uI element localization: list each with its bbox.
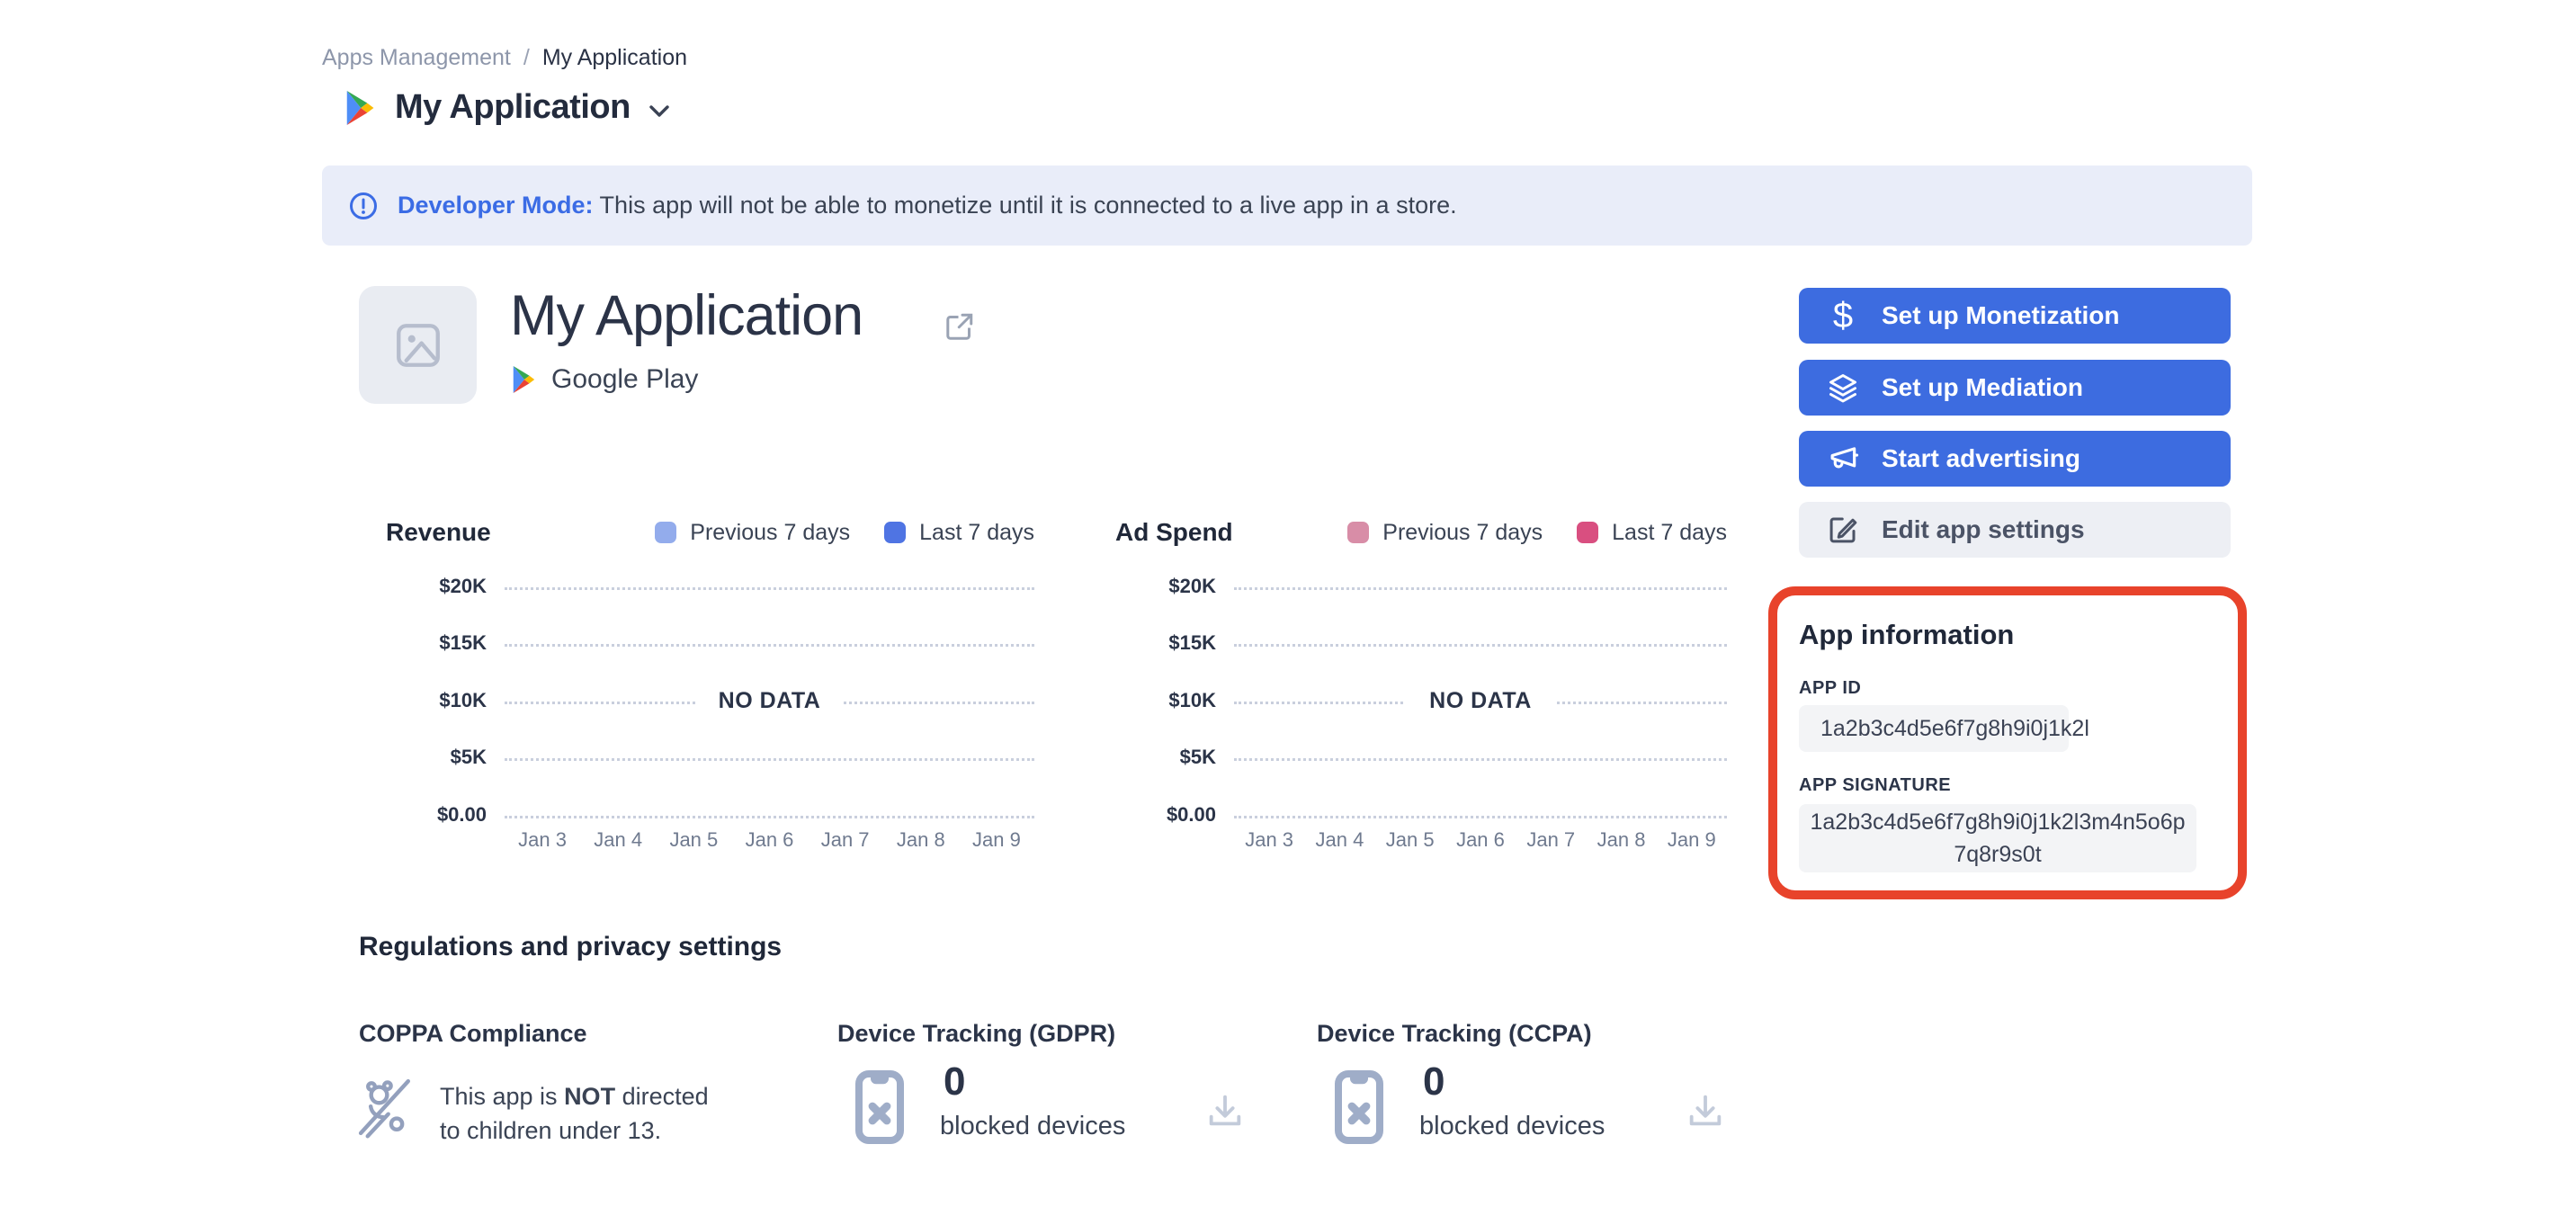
ad-spend-chart: Ad Spend Previous 7 days Last 7 days $20…: [1115, 518, 1727, 869]
chevron-down-icon[interactable]: [648, 104, 670, 119]
no-data-label: NO DATA: [1406, 688, 1555, 714]
revenue-chart: Revenue Previous 7 days Last 7 days $20K…: [386, 518, 1034, 869]
phone-blocked-icon: [1335, 1070, 1383, 1144]
setup-monetization-button[interactable]: $ Set up Monetization: [1799, 288, 2231, 344]
ccpa-tracking-title: Device Tracking (CCPA): [1317, 1020, 1592, 1047]
x-tick: Jan 3: [1245, 828, 1294, 851]
app-information-title: App information: [1799, 619, 2015, 650]
x-tick: Jan 8: [896, 828, 945, 851]
x-tick: Jan 4: [1315, 828, 1364, 851]
download-icon[interactable]: [1685, 1090, 1726, 1131]
legend-swatch-last: [1577, 522, 1599, 543]
legend-last-7-days: Last 7 days: [884, 520, 1034, 546]
x-tick: Jan 7: [820, 828, 870, 851]
x-tick: Jan 5: [1385, 828, 1435, 851]
coppa-compliance-text: This app is NOT directed to children und…: [440, 1083, 709, 1144]
no-children-icon: [358, 1078, 411, 1139]
gdpr-blocked-count: 0: [944, 1059, 966, 1104]
legend-previous-7-days: Previous 7 days: [655, 520, 850, 546]
store-name: Google Play: [551, 364, 699, 394]
y-tick: $15K: [1168, 631, 1216, 654]
no-data-label: NO DATA: [694, 688, 845, 714]
revenue-chart-title: Revenue: [386, 518, 491, 546]
app-information-panel-highlight: App information APP ID 1a2b3c4d5e6f7g8h9…: [1768, 586, 2247, 899]
y-tick: $0.00: [436, 803, 487, 826]
start-advertising-button[interactable]: Start advertising: [1799, 431, 2231, 487]
x-tick: Jan 6: [745, 828, 794, 851]
google-play-icon: [513, 366, 535, 393]
ad-spend-chart-title: Ad Spend: [1115, 518, 1233, 546]
app-signature-value: 1a2b3c4d5e6f7g8h9i0j1k2l3m4n5o6p7q8r9s0t: [1799, 804, 2196, 872]
breadcrumb-current: My Application: [541, 45, 688, 70]
x-tick: Jan 3: [518, 828, 567, 851]
banner-text: Developer Mode: This app will not be abl…: [398, 192, 1457, 219]
y-tick: $20K: [1168, 575, 1216, 597]
image-placeholder-icon: [396, 323, 440, 367]
layers-icon: [1826, 371, 1860, 405]
ad-spend-x-axis: Jan 3 Jan 4 Jan 5 Jan 6 Jan 7 Jan 8 Jan …: [1234, 828, 1727, 852]
ad-spend-legend: Previous 7 days Last 7 days: [1347, 520, 1727, 546]
banner-message: This app will not be able to monetize un…: [593, 192, 1457, 219]
page-title: My Application: [395, 88, 631, 126]
x-tick: Jan 5: [669, 828, 719, 851]
download-icon[interactable]: [1204, 1090, 1246, 1131]
y-tick: $10K: [439, 689, 487, 711]
dollar-icon: $: [1832, 296, 1854, 335]
legend-previous-7-days: Previous 7 days: [1347, 520, 1543, 546]
breadcrumb-apps-management[interactable]: Apps Management: [322, 45, 511, 70]
coppa-not-emphasis: NOT: [564, 1083, 616, 1110]
x-tick: Jan 8: [1597, 828, 1646, 851]
setup-monetization-label: Set up Monetization: [1882, 301, 2120, 329]
legend-swatch-last: [884, 522, 907, 543]
app-icon-placeholder: [359, 286, 477, 404]
y-tick: $0.00: [1166, 803, 1216, 826]
y-tick: $20K: [439, 575, 487, 597]
megaphone-icon: [1826, 442, 1860, 476]
y-tick: $10K: [1168, 689, 1216, 711]
legend-swatch-previous: [655, 522, 677, 543]
setup-mediation-button[interactable]: Set up Mediation: [1799, 360, 2231, 416]
edit-icon: [1826, 513, 1860, 547]
legend-swatch-previous: [1347, 522, 1370, 543]
y-tick: $5K: [1179, 746, 1216, 768]
ccpa-blocked-count: 0: [1423, 1059, 1445, 1104]
coppa-compliance-title: COPPA Compliance: [359, 1020, 587, 1047]
external-link-icon[interactable]: [944, 310, 976, 343]
phone-blocked-icon: [855, 1070, 904, 1144]
x-tick: Jan 7: [1526, 828, 1576, 851]
regulations-section-title: Regulations and privacy settings: [359, 932, 783, 961]
page-title-row: My Application: [343, 88, 670, 127]
setup-mediation-label: Set up Mediation: [1882, 373, 2083, 401]
developer-mode-banner: Developer Mode: This app will not be abl…: [322, 165, 2252, 246]
breadcrumb: Apps Management / My Application: [322, 45, 687, 71]
app-store-row: Google Play: [510, 364, 698, 395]
x-tick: Jan 9: [972, 828, 1021, 851]
start-advertising-label: Start advertising: [1882, 444, 2080, 472]
app-signature-label: APP SIGNATURE: [1799, 775, 1952, 795]
x-tick: Jan 6: [1456, 828, 1505, 851]
gdpr-tracking-title: Device Tracking (GDPR): [837, 1020, 1116, 1047]
revenue-x-axis: Jan 3 Jan 4 Jan 5 Jan 6 Jan 7 Jan 8 Jan …: [505, 828, 1034, 852]
y-tick: $15K: [439, 631, 487, 654]
alert-circle-icon: [350, 192, 377, 219]
revenue-legend: Previous 7 days Last 7 days: [655, 520, 1034, 546]
ccpa-blocked-label: blocked devices: [1419, 1112, 1606, 1140]
edit-app-settings-label: Edit app settings: [1882, 515, 2085, 543]
google-play-icon: [346, 90, 374, 125]
legend-last-7-days: Last 7 days: [1577, 520, 1727, 546]
app-id-label: APP ID: [1799, 678, 1862, 698]
y-tick: $5K: [450, 746, 487, 768]
app-name-heading: My Application: [510, 284, 863, 347]
edit-app-settings-button[interactable]: Edit app settings: [1799, 502, 2231, 558]
breadcrumb-separator: /: [523, 45, 530, 70]
gdpr-blocked-label: blocked devices: [940, 1112, 1126, 1140]
app-id-value: 1a2b3c4d5e6f7g8h9i0j1k2l: [1799, 705, 2089, 752]
x-tick: Jan 4: [594, 828, 643, 851]
x-tick: Jan 9: [1667, 828, 1716, 851]
banner-label: Developer Mode:: [398, 192, 594, 219]
